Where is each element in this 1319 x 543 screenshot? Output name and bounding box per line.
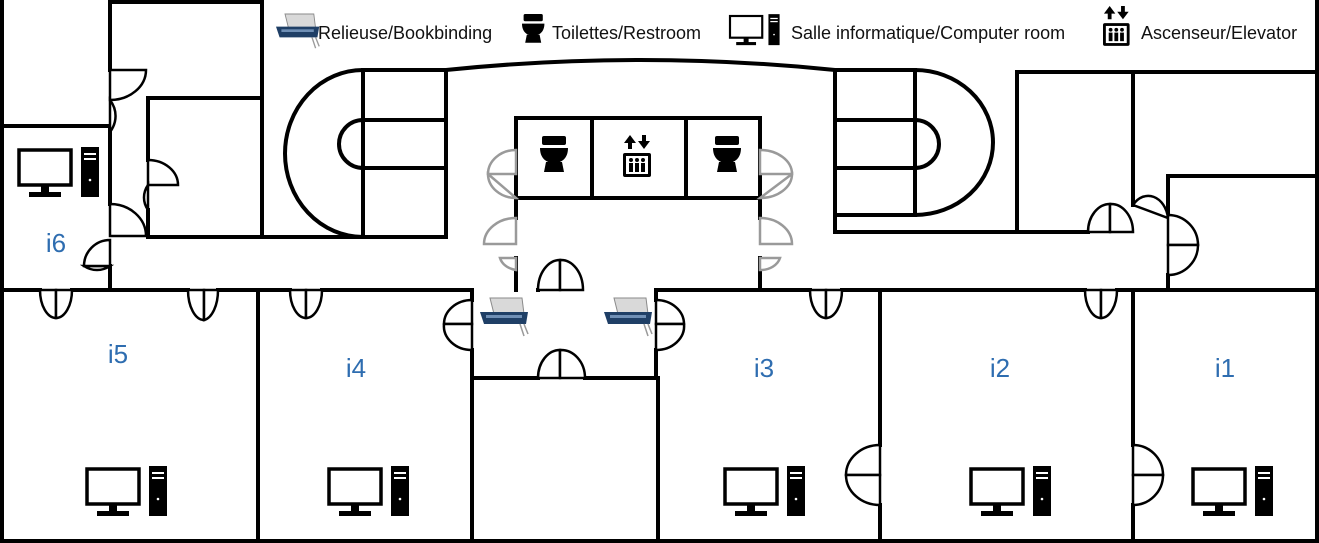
elevator-icon [623, 135, 651, 177]
toilet-icon [522, 14, 545, 43]
legend-label: Ascenseur/Elevator [1141, 23, 1297, 43]
computer-icon [17, 145, 101, 199]
room-label-i6: i6 [46, 228, 66, 258]
legend-label: Toilettes/Restroom [552, 23, 701, 43]
room-label-i4: i4 [346, 353, 366, 383]
room-label-i3: i3 [754, 353, 774, 383]
legend-label: Salle informatique/Computer room [791, 23, 1065, 43]
computer-icon [85, 464, 169, 518]
toilet-icon [713, 136, 741, 172]
computer-icon [969, 464, 1053, 518]
bookbinding-icon [275, 13, 320, 49]
computer-icon [723, 464, 807, 518]
computer-icon [1191, 464, 1275, 518]
bookbinding-icon [603, 297, 653, 337]
doors [38, 68, 1200, 507]
legend-label: Relieuse/Bookbinding [318, 23, 492, 43]
legend: Relieuse/Bookbinding Toilettes/Restroom … [275, 6, 1297, 49]
computer-icon [728, 13, 781, 47]
toilet-icon [540, 136, 568, 172]
elevator-icon [1103, 6, 1130, 46]
bookbinding-icon [479, 297, 529, 337]
computer-icon [327, 464, 411, 518]
room-label-i2: i2 [990, 353, 1010, 383]
room-label-i5: i5 [108, 339, 128, 369]
room-label-i1: i1 [1215, 353, 1235, 383]
